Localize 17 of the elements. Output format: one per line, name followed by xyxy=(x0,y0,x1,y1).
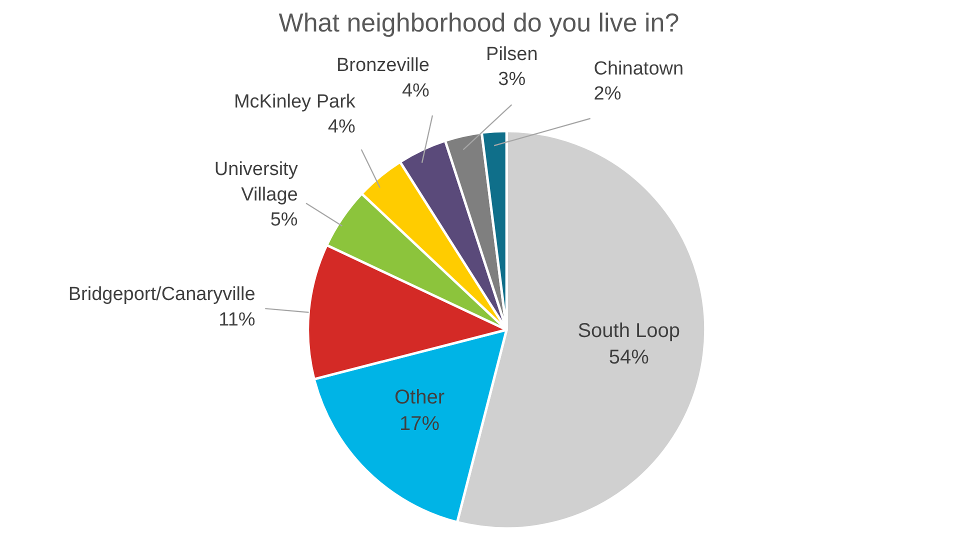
slice-label: Other xyxy=(394,386,445,408)
slice-label: Bronzeville xyxy=(336,55,430,76)
slice-label: McKinley Park xyxy=(234,91,356,112)
data-label: 4% xyxy=(402,80,430,102)
data-label: 4% xyxy=(328,116,356,138)
data-label: 2% xyxy=(594,84,622,105)
data-label: 17% xyxy=(399,412,440,435)
chart-title: What neighborhood do you live in? xyxy=(278,8,680,38)
data-label: 11% xyxy=(218,309,256,330)
data-label: 3% xyxy=(498,68,526,90)
data-label: 54% xyxy=(608,346,650,368)
slice-label: South Loop xyxy=(578,320,680,342)
slice-label: University Village xyxy=(214,159,298,206)
slice-label: Chinatown xyxy=(594,58,684,80)
slice-label: Bridgeport/Canaryville xyxy=(68,284,256,306)
data-label: 5% xyxy=(270,210,298,231)
slice-label: Pilsen xyxy=(486,44,538,65)
